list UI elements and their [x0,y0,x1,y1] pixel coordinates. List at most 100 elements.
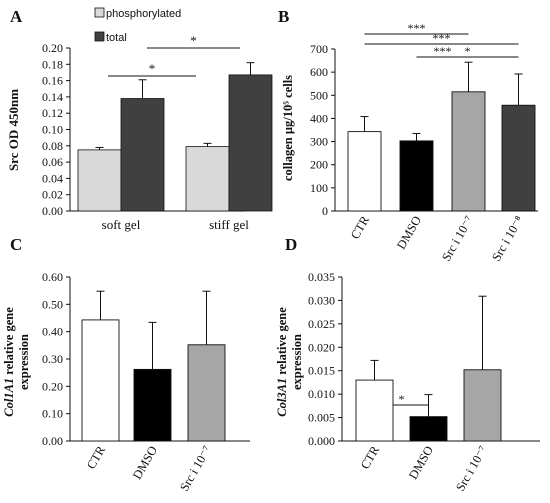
panel-b-ylabel: collagen µg/10⁵ cells [281,75,295,181]
bar-1 [399,140,434,212]
x-category-label: Src i 10⁻⁷ [177,444,214,494]
panel-c: C Col1A1 relative gene expression 0.000.… [2,235,250,494]
bar-0 [81,319,120,442]
panel-a-yticks: 0.00 0.02 0.04 0.06 0.08 0.10 0.12 0.14 0.16 0.18… [42,41,70,218]
y-tick-label: 0.00 [42,204,63,218]
bar-2 [463,369,502,442]
y-tick-label: 0.20 [42,379,63,393]
x-category-label: Src i 10⁻⁸ [489,214,526,264]
y-tick-label: 0.20 [42,41,63,55]
bar-stiff-gel-phosphorylated [185,146,230,212]
y-tick-label: 0.14 [42,90,63,104]
y-tick-label: 0.00 [42,434,63,448]
panel-b-label: B [278,7,289,26]
y-tick-label: 0.40 [42,325,63,339]
legend-swatch-total [94,31,105,42]
y-tick-label: 0 [322,204,328,218]
panel-d-label: D [285,235,297,254]
panel-b-significance: ********** [364,21,519,58]
y-tick-label: 0.60 [42,270,63,284]
panel-b: B collagen µg/10⁵ cells 0 100 200 300 400 500… [278,7,538,264]
x-category-label: stiff gel [209,217,249,232]
panel-d-ylabel-gene: Col3A1 [275,378,289,417]
panel-b-yticks: 0 100 200 300 400 500 600 700 [310,42,335,218]
panel-c-xlabels: CTR DMSO Src i 10⁻⁷ [84,443,214,494]
significance-label: *** [434,44,452,58]
panel-c-bars [81,290,226,442]
significance-label: *** [433,31,451,45]
y-tick-label: 0.04 [42,171,63,185]
bar-stiff-gel-total [228,74,273,212]
x-category-label: DMSO [130,444,160,482]
x-category-label: Src i 10⁻⁷ [439,214,476,264]
panel-a: A phosphorylated total Src OD 450nm 0.00… [6,7,273,232]
y-tick-label: 600 [310,65,328,79]
y-tick-label: 0.30 [42,352,63,366]
panel-c-ylabel-line2: expression [17,334,31,390]
y-tick-label: 0.12 [42,106,63,120]
bar-1 [133,368,172,442]
x-category-label: Src i 10⁻⁷ [453,444,490,494]
significance-label: * [399,392,405,406]
legend-label-phosphorylated: phosphorylated [106,8,181,20]
bar-0 [347,131,382,212]
panel-c-ylabel-gene: Col1A1 [2,378,16,417]
y-tick-label: 700 [310,42,328,56]
y-tick-label: 0.06 [42,155,63,169]
y-tick-label: 0.10 [42,123,63,137]
y-tick-label: 0.08 [42,139,63,153]
x-category-label: DMSO [394,214,424,252]
y-tick-label: 0.10 [42,407,63,421]
legend-swatch-phosphorylated [94,7,105,18]
panel-a-bars [77,62,273,212]
y-tick-label: 0.015 [308,364,335,378]
panel-d-ylabel: Col3A1 relative gene [275,307,289,417]
legend-label-total: total [106,32,127,44]
y-tick-label: 400 [310,111,328,125]
panel-a-legend: phosphorylated total [94,7,181,44]
bar-soft-gel-phosphorylated [77,149,122,212]
panel-c-label: C [10,235,22,254]
y-tick-label: 200 [310,158,328,172]
panel-a-ylabel: Src OD 450nm [6,89,21,171]
bar-0 [355,379,394,442]
y-tick-label: 0.02 [42,188,63,202]
panel-d-ylabel-line2: expression [290,334,304,390]
bar-2 [451,91,486,212]
panel-d-ylabel-rest: relative gene [275,307,289,378]
y-tick-label: 0.000 [308,434,335,448]
y-tick-label: 0.18 [42,57,63,71]
bar-3 [501,104,536,212]
significance-label: * [465,44,471,58]
y-tick-label: 0.025 [308,317,335,331]
panel-d-xlabels: CTR DMSO Src i 10⁻⁷ [358,443,490,494]
panel-a-xlabels: soft gel stiff gel [102,217,250,232]
y-tick-label: 100 [310,181,328,195]
significance-label: * [190,33,197,48]
y-tick-label: 300 [310,135,328,149]
panel-b-xlabels: CTR DMSO Src i 10⁻⁷ Src i 10⁻⁸ [348,213,526,264]
panel-a-significance: ** [108,33,240,77]
y-tick-label: 0.50 [42,297,63,311]
significance-label: *** [408,21,426,35]
significance-label: * [149,61,156,76]
x-category-label: CTR [84,443,109,472]
panel-d-bars [355,295,502,442]
y-tick-label: 0.035 [308,270,335,284]
panel-d-yticks: 0.000 0.005 0.010 0.015 0.020 0.025 0.030 0.035 [308,270,342,448]
x-category-label: CTR [358,443,383,472]
y-tick-label: 0.020 [308,340,335,354]
x-category-label: soft gel [102,217,141,232]
bar-soft-gel-total [120,98,165,212]
bar-1 [409,416,448,442]
panel-c-yticks: 0.00 0.10 0.20 0.30 0.40 0.50 0.60 [42,270,70,448]
panel-c-ylabel-rest: relative gene [2,307,16,378]
x-category-label: DMSO [406,444,436,482]
panel-d: D Col3A1 relative gene expression 0.000 0… [275,235,540,494]
y-tick-label: 0.005 [308,411,335,425]
bar-2 [187,344,226,442]
y-tick-label: 500 [310,88,328,102]
y-tick-label: 0.16 [42,74,63,88]
y-tick-label: 0.030 [308,293,335,307]
